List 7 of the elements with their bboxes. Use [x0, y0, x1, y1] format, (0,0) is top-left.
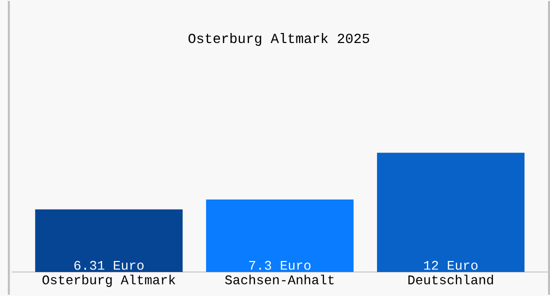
data-label: 12 Euro: [424, 261, 478, 270]
data-label: 7.3 Euro: [249, 261, 311, 270]
x-tick-label: Deutschland: [408, 274, 493, 285]
chart-title: Osterburg Altmark 2025: [188, 33, 370, 46]
x-tick-label: Sachsen-Anhalt: [225, 274, 334, 284]
data-label: 6.31 Euro: [74, 261, 144, 270]
x-tick-label: Osterburg Altmark: [42, 274, 176, 288]
